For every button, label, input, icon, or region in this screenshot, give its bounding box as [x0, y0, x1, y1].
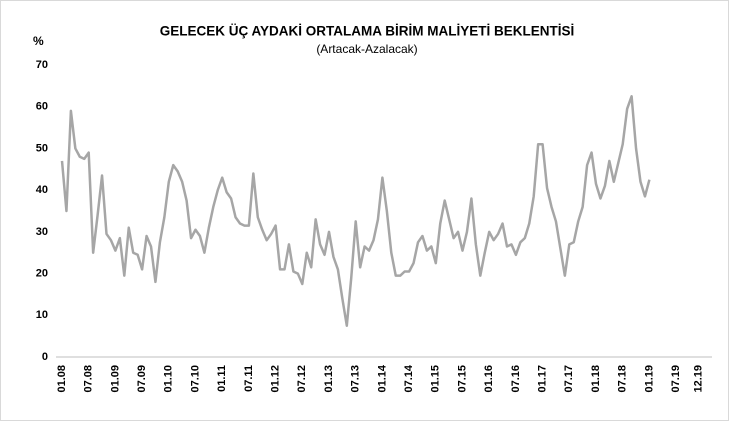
x-tick-label: 07.13 [350, 365, 362, 393]
x-tick-label: 07.10 [189, 365, 201, 393]
y-tick-label: 10 [36, 309, 48, 321]
chart-title: GELECEK ÜÇ AYDAKİ ORTALAMA BİRİM MALİYET… [160, 24, 575, 39]
x-tick-label: 07.09 [136, 365, 148, 393]
y-tick-label: 50 [36, 142, 48, 154]
x-tick-label: 01.14 [376, 364, 388, 392]
x-tick-label: 07.12 [296, 365, 308, 393]
y-axis-label: % [33, 34, 44, 48]
x-tick-label: 01.17 [537, 365, 549, 393]
y-tick-label: 20 [36, 267, 48, 279]
x-tick-label: 07.17 [563, 365, 575, 393]
x-tick-label: 07.11 [243, 365, 255, 392]
x-tick-label: 07.15 [456, 365, 468, 393]
x-tick-label: 07.18 [617, 365, 629, 393]
x-tick-label: 07.16 [510, 365, 522, 393]
chart-subtitle: (Artacak-Azalacak) [316, 42, 417, 56]
y-tick-label: 40 [36, 184, 48, 196]
y-tick-label: 0 [42, 351, 48, 363]
x-tick-label: 01.10 [163, 365, 175, 393]
x-tick-label: 01.18 [590, 365, 602, 393]
x-tick-label: 01.12 [270, 365, 282, 393]
x-tick-label: 12.19 [692, 365, 704, 393]
x-tick-label: 01.19 [643, 365, 655, 393]
x-tick-label: 01.11 [216, 365, 228, 392]
x-tick-label: 01.13 [323, 365, 335, 393]
x-tick-label: 01.15 [430, 365, 442, 393]
x-tick-label: 07.19 [670, 365, 682, 393]
x-tick-label: 07.14 [403, 364, 415, 392]
data-line [60, 95, 651, 327]
x-tick-label: 01.08 [56, 365, 68, 393]
y-tick-label: 30 [36, 226, 48, 238]
y-tick-label: 70 [36, 59, 48, 71]
x-tick-label: 07.08 [83, 365, 95, 393]
y-tick-label: 60 [36, 101, 48, 113]
x-tick-label: 01.16 [483, 365, 495, 393]
x-tick-label: 01.09 [109, 365, 121, 393]
